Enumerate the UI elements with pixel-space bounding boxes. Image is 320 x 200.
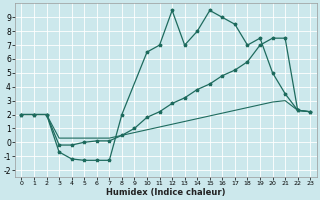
X-axis label: Humidex (Indice chaleur): Humidex (Indice chaleur) [106, 188, 226, 197]
